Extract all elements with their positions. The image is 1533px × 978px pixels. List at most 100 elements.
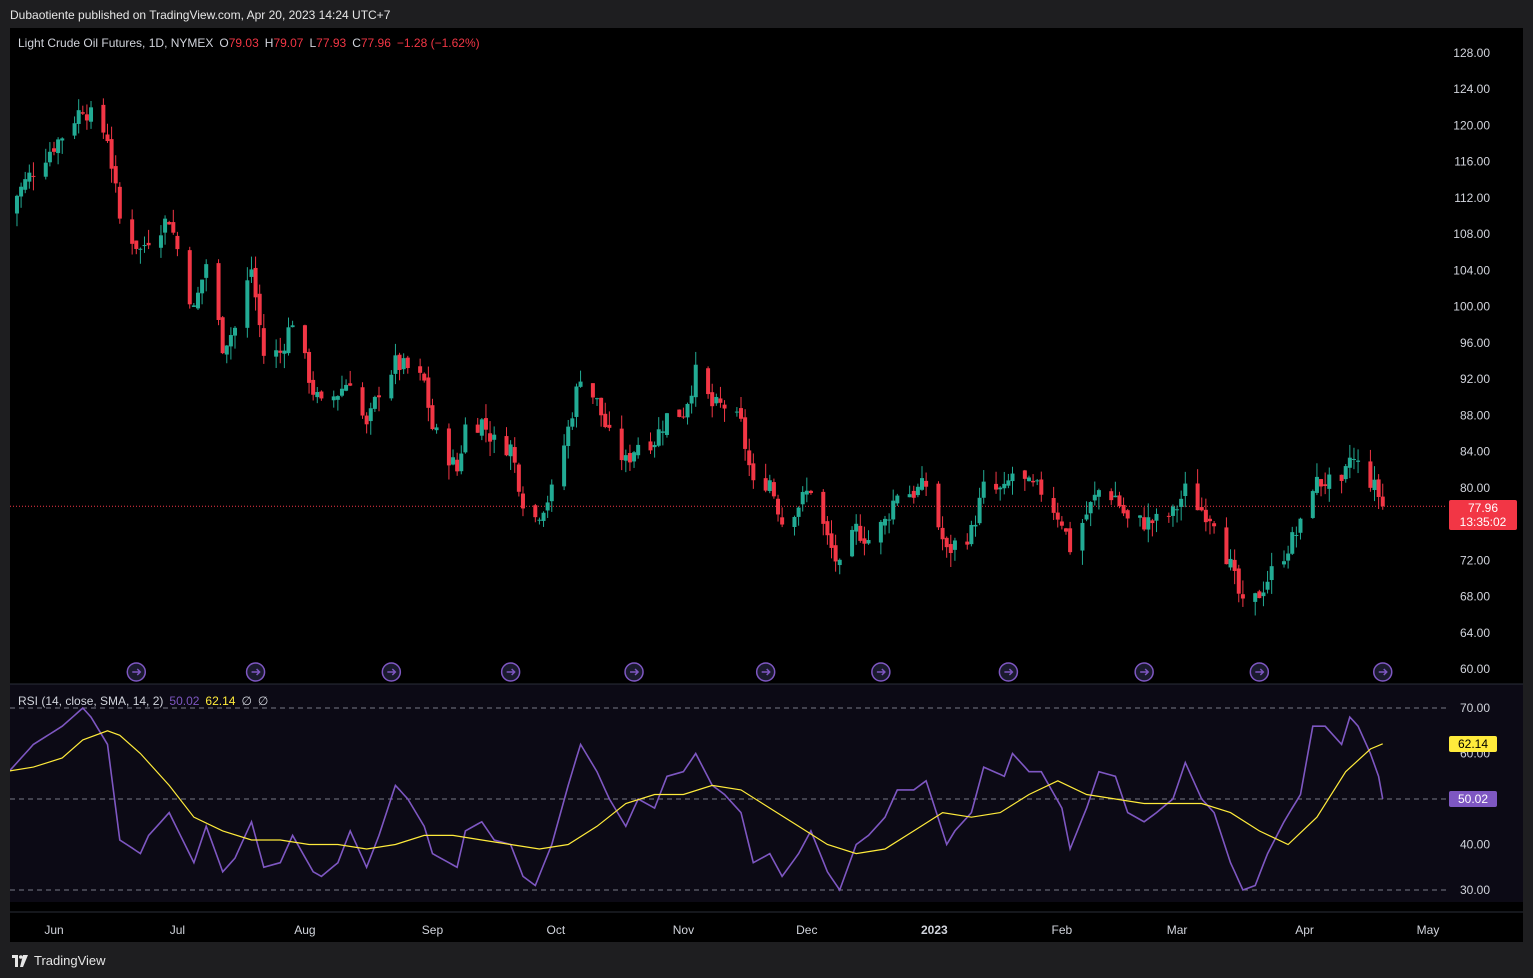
candle [821, 491, 826, 524]
candle [1142, 517, 1147, 530]
candle [1323, 484, 1328, 487]
candle [1183, 483, 1188, 497]
candle [1121, 504, 1126, 514]
candle [335, 396, 340, 400]
roll-marker-icon[interactable] [500, 662, 521, 682]
roll-marker-icon[interactable] [1372, 662, 1393, 682]
candle [360, 387, 365, 416]
candle [1117, 495, 1122, 507]
candle [722, 404, 727, 409]
candle [117, 186, 122, 219]
candle [969, 524, 974, 545]
legend-high: 79.07 [273, 36, 304, 50]
candle [1092, 494, 1097, 501]
candle [998, 487, 1003, 490]
grid-layer [10, 505, 1523, 913]
candle [603, 413, 608, 428]
candle [545, 502, 550, 511]
candle [1170, 506, 1175, 516]
candle [508, 444, 513, 457]
candle [854, 523, 859, 532]
candle [393, 355, 398, 374]
candle [47, 151, 52, 163]
time-tick-label: 2023 [921, 923, 948, 937]
candle [1010, 473, 1015, 482]
roll-marker-icon[interactable] [1249, 662, 1270, 682]
candle [130, 219, 135, 244]
rsi-legend-label[interactable]: RSI (14, close, SMA, 14, 2) [18, 694, 164, 708]
candle [944, 537, 949, 548]
roll-marker-icon[interactable] [126, 662, 147, 682]
candle [1207, 518, 1212, 522]
candle [43, 162, 48, 177]
brand[interactable]: TradingView [12, 953, 106, 968]
legend-symbol[interactable]: Light Crude Oil Futures, 1D, NYMEX [18, 36, 214, 50]
candle [1290, 532, 1295, 554]
candle [804, 490, 809, 495]
candle [1179, 498, 1184, 507]
time-tick-label: Mar [1167, 923, 1188, 937]
candle [866, 540, 871, 544]
price-tick-label: 120.00 [1453, 118, 1490, 132]
candle [488, 433, 493, 442]
candle [348, 383, 353, 386]
roll-marker-icon[interactable] [381, 662, 402, 682]
candle [368, 408, 373, 422]
chart-area[interactable]: 128.00 124.00 120.00 116.00 112.00 108.00 104.… [2, 28, 1523, 942]
roll-marker-icon[interactable] [245, 662, 266, 682]
candle [977, 497, 982, 524]
candle [372, 396, 377, 409]
candle [681, 416, 686, 418]
candle [167, 222, 172, 225]
candle [948, 544, 953, 553]
candle [1376, 479, 1381, 497]
roll-marker-icon[interactable] [755, 662, 776, 682]
candle [475, 424, 480, 433]
candle [887, 519, 892, 521]
chart-svg[interactable]: 128.00 124.00 120.00 116.00 112.00 108.00 104.… [2, 28, 1523, 942]
time-tick-label: May [1417, 923, 1440, 937]
roll-marker-icon[interactable] [871, 662, 891, 682]
candle [533, 505, 538, 518]
candle [1327, 474, 1332, 489]
rsi-legend[interactable]: RSI (14, close, SMA, 14, 2) 50.02 62.14 … [18, 694, 268, 708]
candle [274, 350, 279, 357]
candle [1294, 534, 1299, 536]
candle [331, 396, 336, 401]
legend-low-label: L [309, 36, 317, 50]
candle [1203, 509, 1208, 523]
candle [664, 413, 669, 435]
candle [220, 317, 225, 354]
candle [994, 483, 999, 490]
candle [171, 222, 176, 233]
price-tick-label: 104.00 [1453, 263, 1490, 277]
candle [1286, 553, 1291, 561]
candle [636, 444, 641, 456]
candle [253, 267, 258, 298]
candle [339, 388, 344, 396]
roll-marker-icon[interactable] [624, 662, 644, 682]
candle [1253, 593, 1258, 602]
published-info: Dubaotiente published on TradingView.com… [10, 8, 391, 22]
candle [1319, 479, 1324, 487]
legend-open-label: O [219, 36, 229, 50]
roll-marker-icon[interactable] [1134, 662, 1154, 682]
rsi-legend-value: 50.02 [169, 694, 200, 708]
rsi-ma-badge: 62.14 [1449, 736, 1497, 752]
candle [60, 138, 65, 141]
candle [685, 403, 690, 418]
candle [940, 527, 945, 540]
candle [1026, 477, 1031, 482]
candle [907, 494, 912, 498]
main-legend[interactable]: Light Crude Oil Futures, 1D, NYMEX O 79.0… [18, 36, 480, 50]
candle [1031, 480, 1036, 483]
candle [459, 453, 464, 472]
rsi-ma-badge-value: 62.14 [1457, 737, 1489, 751]
candle [401, 358, 406, 370]
candle [652, 444, 657, 448]
candle [175, 235, 180, 250]
last-price-badge: 77.96 13:35:02 [1449, 500, 1517, 530]
candle [319, 391, 324, 399]
roll-marker-icon[interactable] [998, 662, 1019, 682]
candle [1113, 495, 1118, 498]
